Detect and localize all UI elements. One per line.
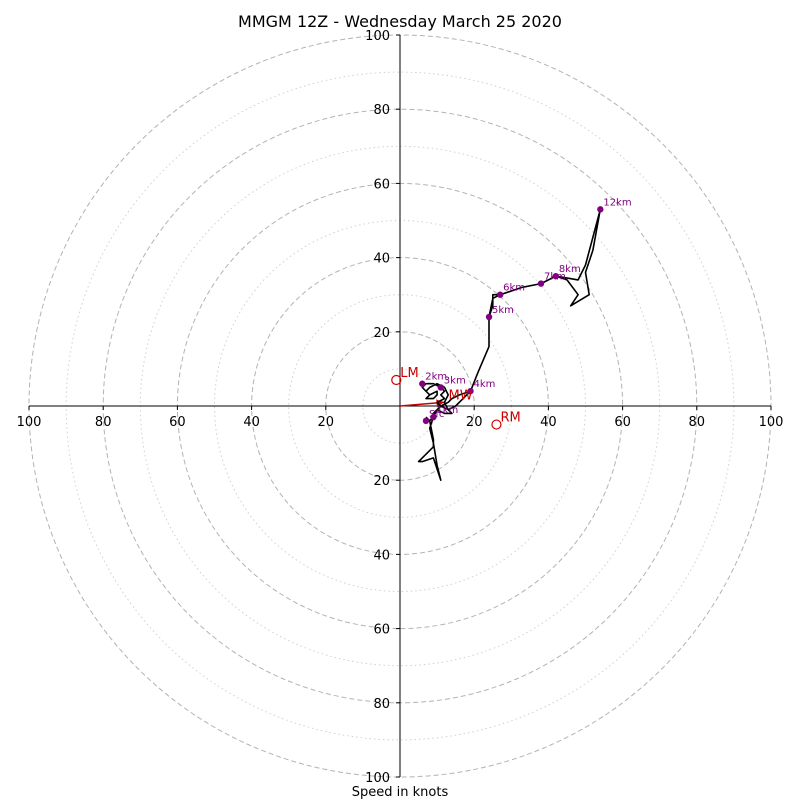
height-point-Sfc [422,417,430,425]
storm-motion-marker-LM [391,374,402,386]
hodograph-trace-group [417,208,602,482]
y-tick-label: 40 [373,548,390,563]
storm-motion-label-LM: LM [400,366,418,381]
height-point-7km [537,280,545,287]
height-point-1km [430,413,437,421]
storm-motion-label-MW: MW [449,388,473,403]
x-tick-label: 40 [540,415,557,430]
height-label-1km: 1km [436,405,458,416]
chart-title: MMGM 12Z - Wednesday March 25 2020 [238,12,562,31]
y-tick-label: 80 [373,103,390,118]
x-tick-label: 20 [466,415,483,430]
height-label-5km: 5km [492,305,514,316]
y-tick-label: 100 [365,29,390,44]
height-point-6km [496,291,504,298]
x-tick-label: 60 [169,415,186,430]
height-label-3km: 3km [444,375,466,386]
storm-motion-marker-RM [491,419,502,430]
x-tick-label: 100 [17,415,42,430]
height-point-8km [552,272,560,280]
height-point-3km [437,384,445,391]
y-tick-label: 80 [373,697,390,712]
x-tick-label: 80 [689,415,706,430]
tick-labels: 100 80 60 40 20 20 40 60 80 100 100 80 60 40 20 20 40 60 8… [17,29,784,786]
hodograph-trace-line [417,208,602,482]
y-tick-label: 100 [365,771,390,786]
y-tick-label: 20 [373,326,390,341]
x-tick-label: 20 [318,415,335,430]
height-label-12km: 12km [603,197,631,208]
height-label-2km: 2km [425,372,447,383]
height-label-4km: 4km [473,379,495,390]
y-tick-label: 60 [373,177,390,192]
height-label-Sfc: Sfc [429,409,444,420]
height-point-5km [485,313,493,321]
x-tick-label: 100 [759,415,784,430]
y-tick-label: 60 [373,623,390,638]
height-point-12km [597,206,604,213]
y-tick-label: 40 [373,252,390,267]
y-tick-label: 20 [373,474,390,489]
height-points-group: Sfc1km2km3km4km5km6km7km8km12km [419,197,632,425]
height-point-2km [419,380,426,387]
storm-motion-group: LM RM MW [391,366,521,430]
x-tick-label: 40 [243,415,260,430]
height-point-4km [467,387,474,395]
x-tick-label: 80 [95,415,112,430]
height-label-8km: 8km [559,264,581,275]
height-label-6km: 6km [503,283,525,294]
x-tick-label: 60 [614,415,631,430]
storm-motion-label-RM: RM [500,411,520,426]
x-axis-label: Speed in knots [352,785,449,800]
